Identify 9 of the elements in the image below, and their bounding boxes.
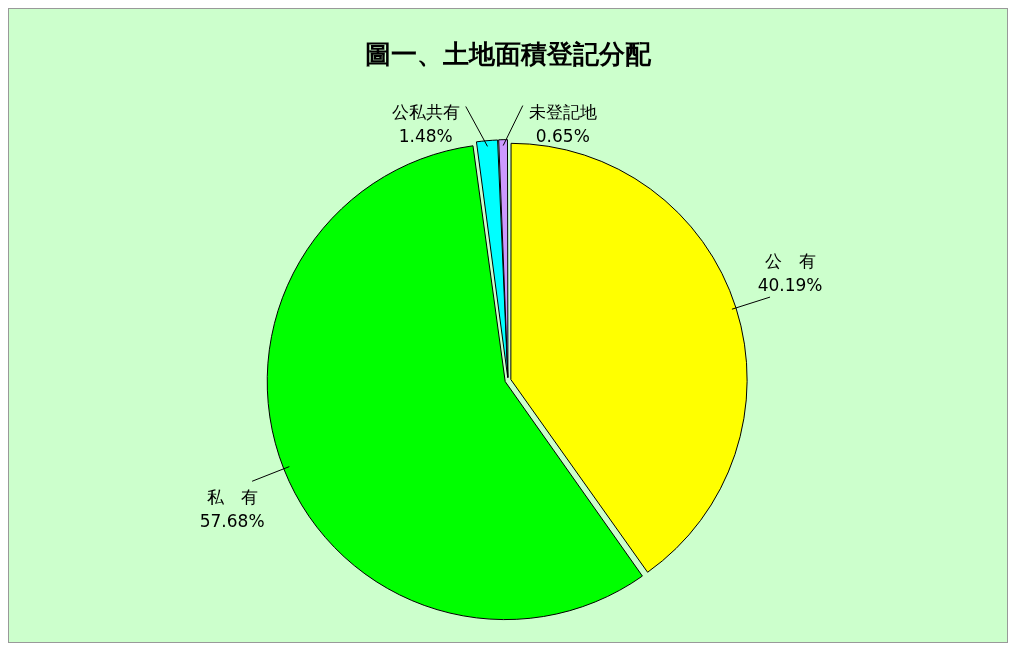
slice-label: 公私共有 bbox=[391, 102, 460, 123]
slice-label: 未登記地 bbox=[528, 101, 597, 122]
chart-title: 圖一、土地面積登記分配 bbox=[364, 38, 652, 71]
slice-label: 私 有 bbox=[206, 487, 258, 508]
data-label: 1.48% bbox=[398, 126, 453, 147]
data-label: 40.19% bbox=[757, 275, 823, 296]
slice-label: 公 有 bbox=[764, 251, 816, 272]
data-label: 57.68% bbox=[199, 511, 265, 532]
data-label: 0.65% bbox=[535, 125, 590, 146]
